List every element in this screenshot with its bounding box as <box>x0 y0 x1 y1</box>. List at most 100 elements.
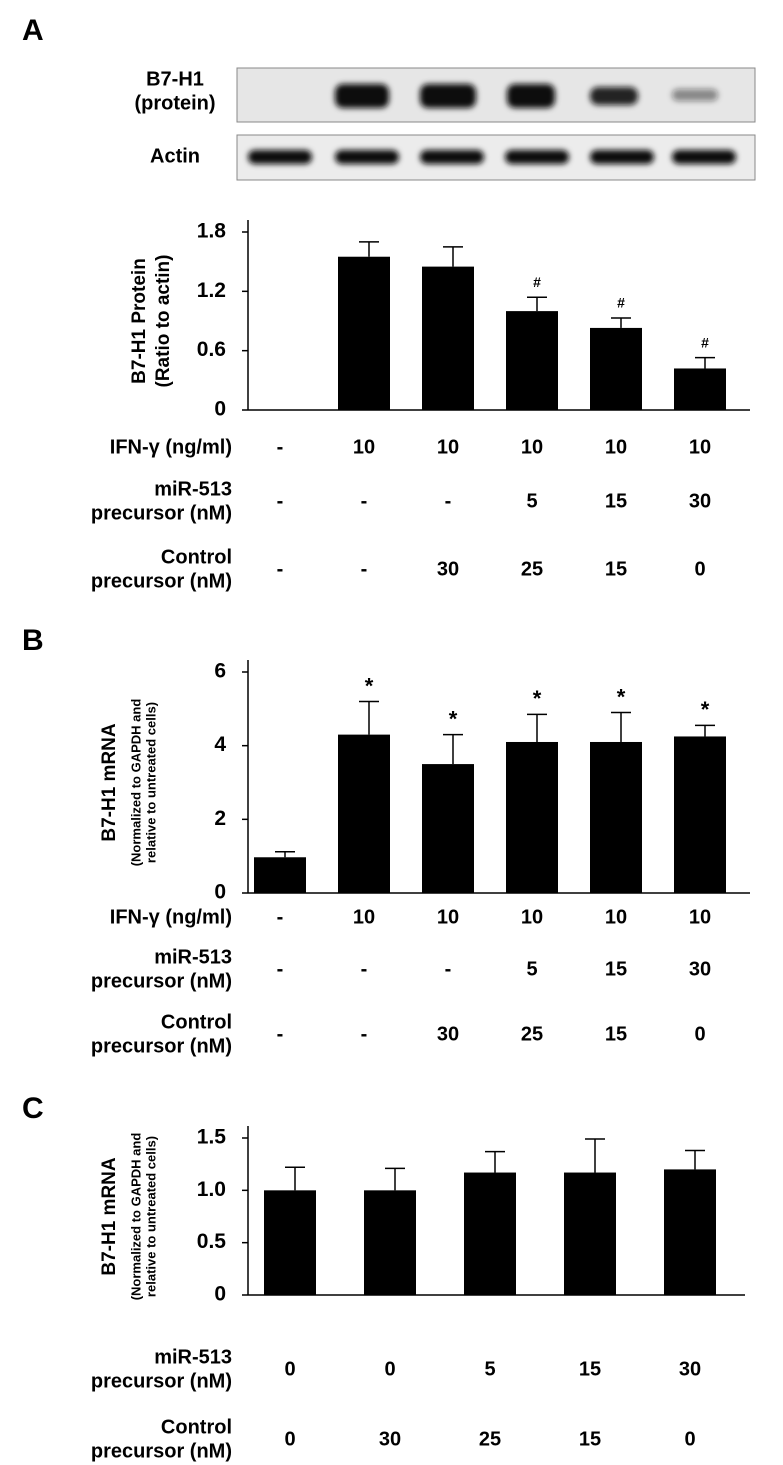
significance-marker: * <box>449 706 458 731</box>
condition-value: 5 <box>484 1358 495 1380</box>
condition-value: 15 <box>605 958 627 980</box>
condition-value: 15 <box>579 1358 601 1380</box>
condition-value: 0 <box>284 1358 295 1380</box>
condition-value: - <box>361 558 368 580</box>
condition-value: 10 <box>437 906 459 928</box>
panel-letter: C <box>22 1092 44 1125</box>
condition-value: - <box>277 958 284 980</box>
blot-label: B7-H1 <box>146 68 204 90</box>
condition-value: 0 <box>284 1428 295 1450</box>
condition-value: 30 <box>679 1358 701 1380</box>
y-tick-label: 1.8 <box>197 220 227 243</box>
condition-value: 10 <box>521 436 543 458</box>
blot-band <box>335 84 389 108</box>
bar <box>422 764 474 893</box>
y-tick-label: 0.6 <box>197 338 226 361</box>
y-tick-label: 6 <box>214 660 226 683</box>
y-axis-label: B7-H1 mRNA <box>99 723 120 842</box>
y-tick-label: 0.5 <box>197 1230 227 1253</box>
significance-marker: * <box>701 697 710 722</box>
condition-label: miR-513 <box>154 478 232 500</box>
condition-value: 10 <box>353 906 375 928</box>
y-tick-label: 0 <box>214 398 226 421</box>
bar <box>364 1190 416 1295</box>
condition-value: 10 <box>689 436 711 458</box>
condition-value: 25 <box>521 1023 543 1045</box>
y-tick-label: 1.2 <box>197 279 226 302</box>
condition-value: 10 <box>521 906 543 928</box>
blot-band <box>335 150 399 164</box>
condition-value: - <box>277 906 284 928</box>
y-axis-label: relative to untreated cells) <box>143 1136 158 1297</box>
condition-value: - <box>361 958 368 980</box>
condition-label: Control <box>161 1416 232 1438</box>
condition-value: 10 <box>605 436 627 458</box>
bar <box>254 857 306 893</box>
condition-value: 15 <box>605 558 627 580</box>
blot-band <box>420 84 476 108</box>
blot-band <box>248 150 312 164</box>
condition-label: IFN-γ (ng/ml) <box>110 436 232 458</box>
condition-value: 10 <box>689 906 711 928</box>
y-axis-label: relative to untreated cells) <box>143 702 158 863</box>
condition-value: - <box>445 958 452 980</box>
y-tick-label: 1.0 <box>197 1178 226 1201</box>
y-tick-label: 0 <box>214 1283 226 1306</box>
condition-label: precursor (nM) <box>91 1440 232 1462</box>
bar <box>674 368 726 410</box>
blot-band <box>590 87 638 105</box>
condition-value: - <box>361 1023 368 1045</box>
blot-panel <box>236 134 756 181</box>
condition-label: Control <box>161 546 232 568</box>
condition-value: 10 <box>605 906 627 928</box>
condition-value: 0 <box>684 1428 695 1450</box>
condition-value: 10 <box>353 436 375 458</box>
blot-band <box>420 150 484 164</box>
blot-band <box>672 150 736 164</box>
condition-value: 10 <box>437 436 459 458</box>
significance-marker: * <box>617 684 626 709</box>
blot-band <box>590 150 654 164</box>
blot-band <box>507 84 555 108</box>
bar <box>564 1172 616 1295</box>
y-tick-label: 2 <box>214 807 226 830</box>
condition-value: 5 <box>526 958 537 980</box>
condition-value: 5 <box>526 490 537 512</box>
panel-letter: A <box>22 14 44 47</box>
significance-marker: # <box>701 334 709 350</box>
condition-value: 0 <box>694 558 705 580</box>
condition-value: - <box>277 436 284 458</box>
bar <box>590 741 642 893</box>
condition-label: precursor (nM) <box>91 1370 232 1392</box>
bar <box>338 256 390 410</box>
bar <box>506 741 558 893</box>
y-axis-label: (Normalized to GAPDH and <box>128 699 143 867</box>
blot-band <box>505 150 569 164</box>
blot-bands <box>335 84 718 108</box>
y-tick-label: 1.5 <box>197 1126 227 1149</box>
condition-label: precursor (nM) <box>91 570 232 592</box>
condition-label: miR-513 <box>154 946 232 968</box>
condition-value: 0 <box>384 1358 395 1380</box>
condition-value: 15 <box>605 490 627 512</box>
significance-marker: * <box>533 686 542 711</box>
condition-value: 15 <box>605 1023 627 1045</box>
condition-label: precursor (nM) <box>91 502 232 524</box>
bar <box>674 736 726 893</box>
condition-value: 25 <box>521 558 543 580</box>
y-tick-label: 4 <box>214 733 226 756</box>
significance-marker: * <box>365 673 374 698</box>
condition-value: - <box>277 490 284 512</box>
condition-value: 25 <box>479 1428 501 1450</box>
bar <box>264 1190 316 1295</box>
y-axis-label: B7-H1 Protein <box>129 258 150 384</box>
condition-label: precursor (nM) <box>91 970 232 992</box>
blot-band <box>672 89 718 101</box>
y-axis-label: (Normalized to GAPDH and <box>128 1133 143 1301</box>
condition-value: 30 <box>689 958 711 980</box>
blot-panel <box>236 67 756 123</box>
condition-value: 15 <box>579 1428 601 1450</box>
bar <box>506 311 558 410</box>
